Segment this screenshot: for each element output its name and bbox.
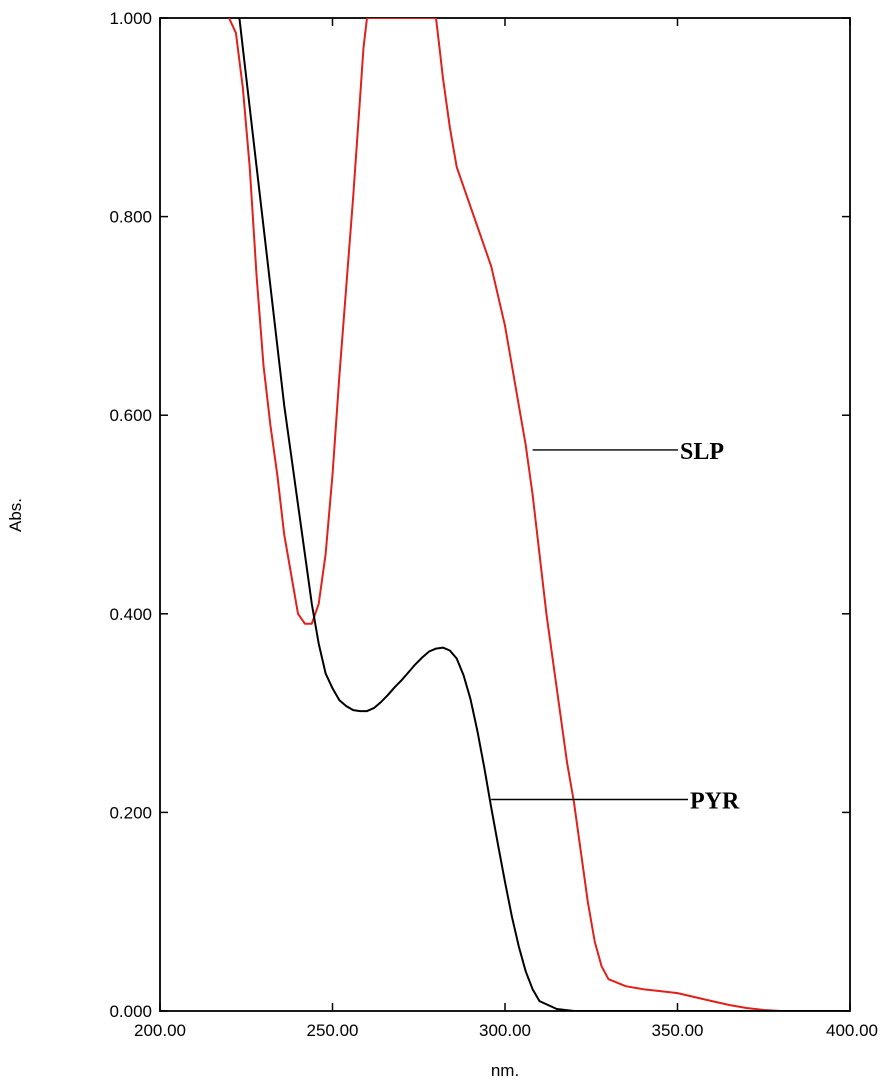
x-tick-label: 350.00 [652,1021,704,1040]
annotation-label-pyr: PYR [690,788,740,814]
y-tick-label: 0.200 [109,803,152,822]
x-tick-label: 200.00 [134,1021,186,1040]
y-tick-label: 1.000 [109,9,152,28]
y-tick-label: 0.800 [109,208,152,227]
annotation-label-slp: SLP [680,439,724,465]
y-tick-label: 0.000 [109,1002,152,1021]
y-tick-label: 0.400 [109,605,152,624]
series-line-slp [228,18,850,1011]
axis-ticks: 200.00 250.00 300.00 350.00 400.00 0.000 0.200… [109,9,878,1040]
y-axis-title: Abs. [6,498,25,532]
series-line-pyr [238,18,850,1011]
plot-frame [159,17,851,1012]
x-tick-label: 300.00 [479,1021,531,1040]
series-layer [228,18,850,1011]
x-axis-title: nm. [491,1061,519,1080]
y-tick-label: 0.600 [109,406,152,425]
x-tick-label: 250.00 [307,1021,359,1040]
annotation-layer: SLP PYR [491,439,740,814]
x-tick-label: 400.00 [826,1021,878,1040]
